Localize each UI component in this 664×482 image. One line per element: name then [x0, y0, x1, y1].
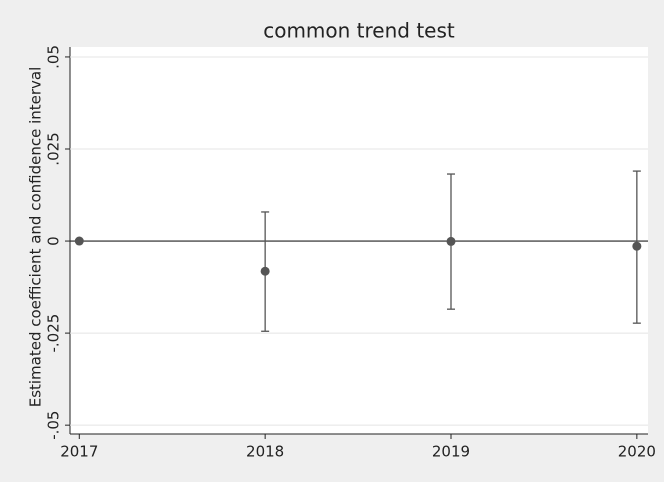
chart-title: common trend test — [263, 19, 455, 43]
x-tick-label: 2019 — [432, 443, 470, 461]
y-tick-label: 0 — [45, 236, 63, 246]
point — [260, 266, 270, 276]
y-tick-label: .05 — [45, 45, 63, 69]
x-tick-label: 2018 — [246, 443, 284, 461]
point — [446, 236, 456, 246]
point — [74, 236, 84, 246]
y-tick-label: -.05 — [45, 411, 63, 440]
y-tick-label: -.025 — [45, 314, 63, 353]
x-tick-label: 2020 — [618, 443, 656, 461]
x-tick-label: 2017 — [60, 443, 98, 461]
y-axis-label: Estimated coefficient and confidence int… — [27, 67, 45, 408]
y-tick-label: .025 — [45, 132, 63, 165]
point — [632, 241, 642, 251]
